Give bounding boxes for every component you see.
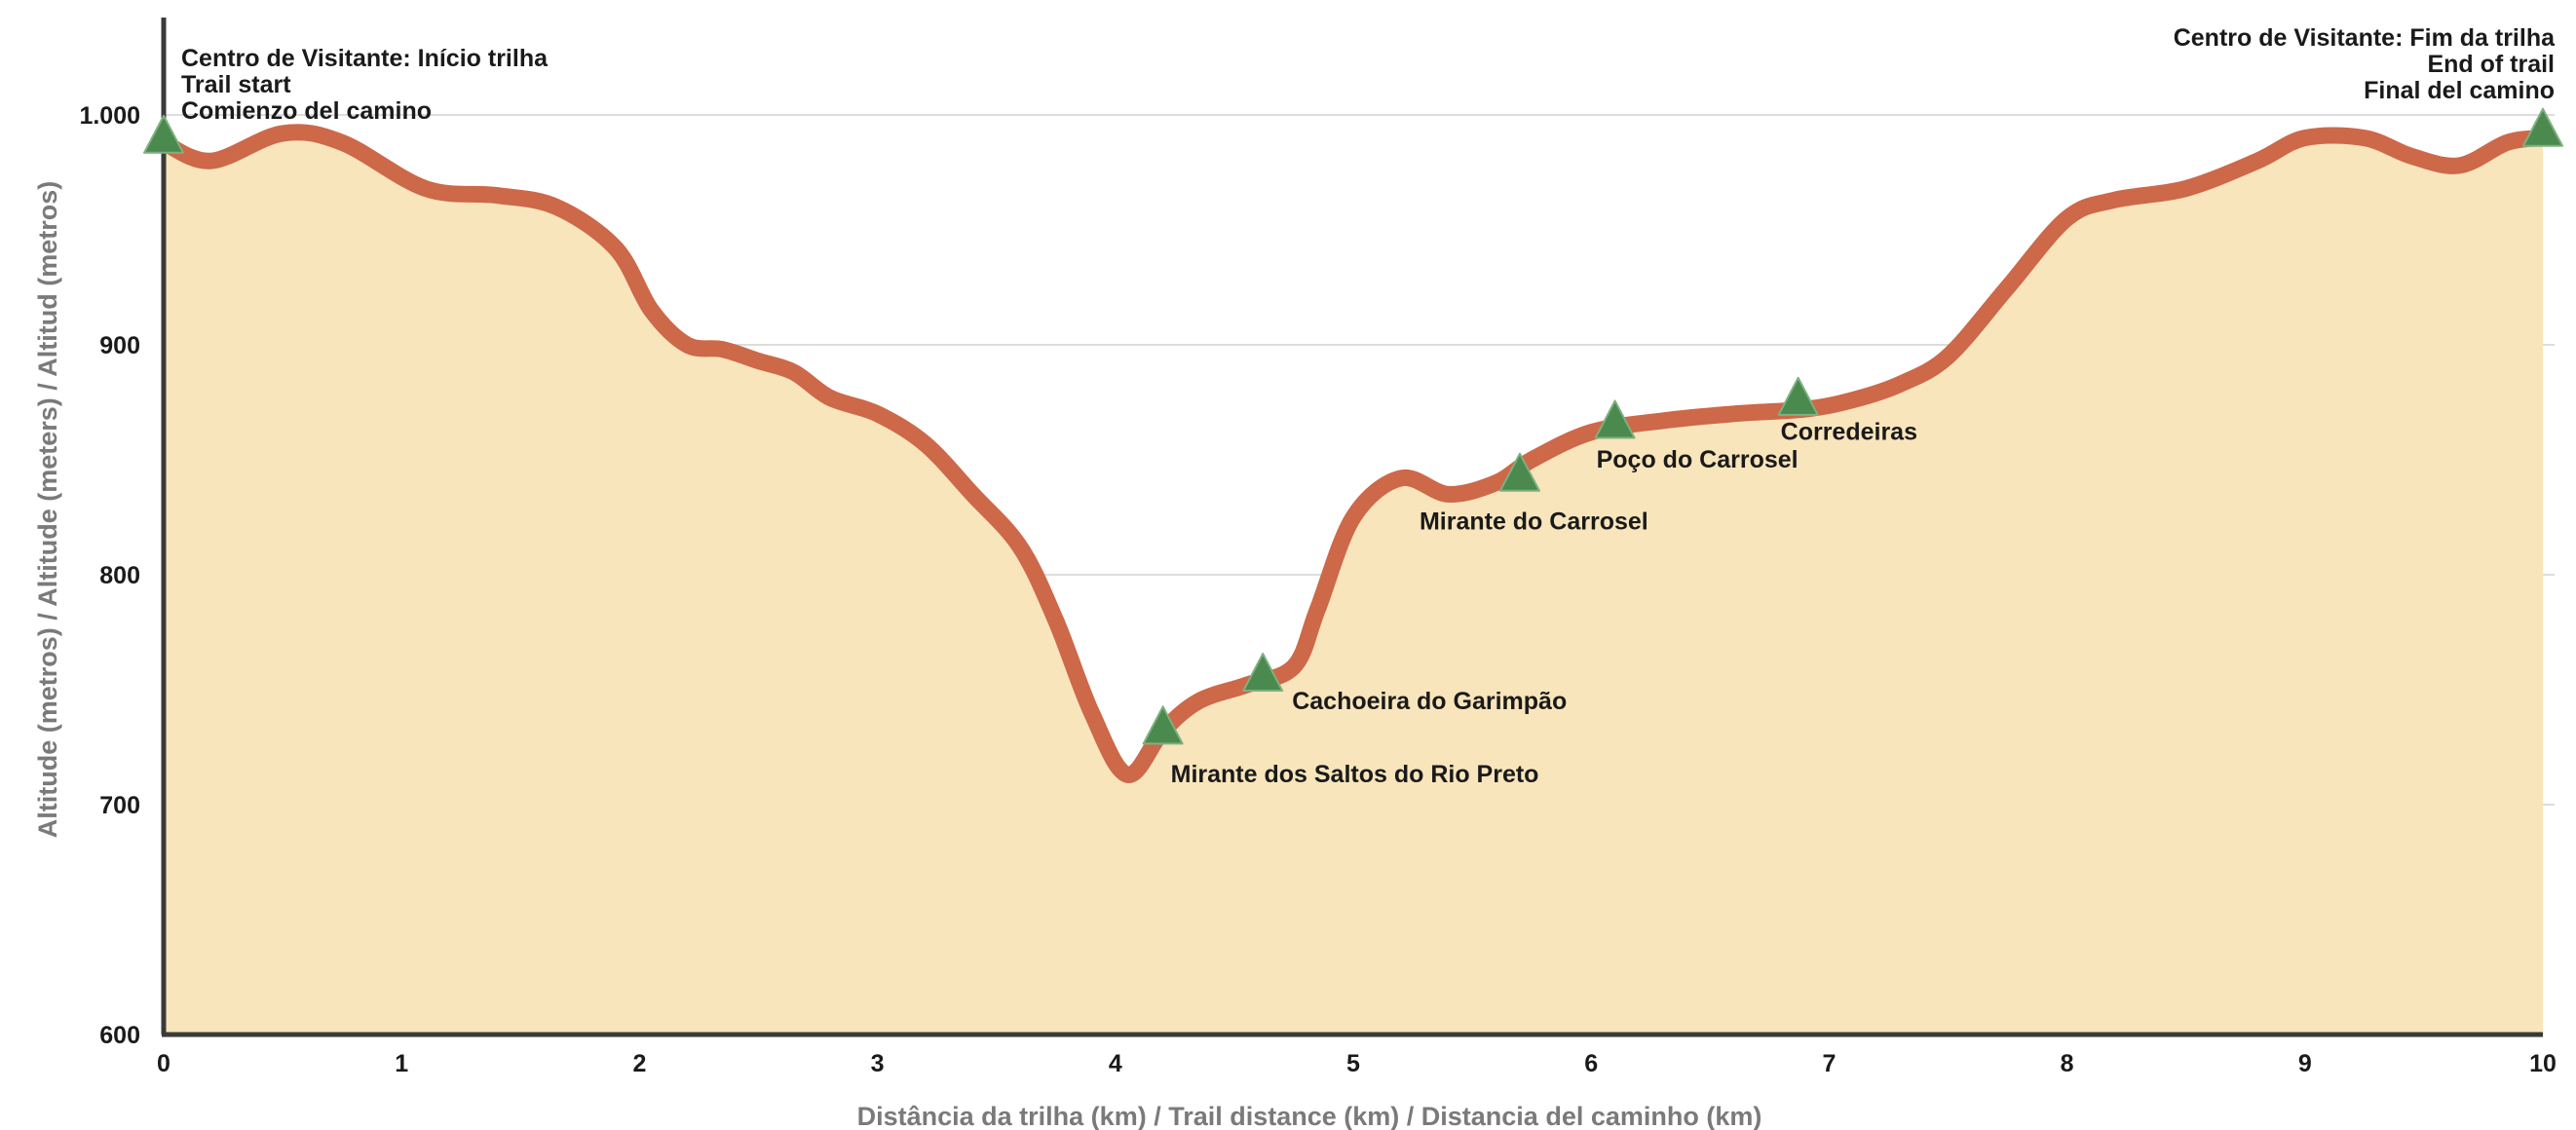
start-endpoint-label: Centro de Visitante: Início trilha bbox=[181, 45, 549, 72]
elevation-fill bbox=[164, 132, 2543, 1036]
x-tick-label: 10 bbox=[2529, 1050, 2557, 1077]
x-tick-label: 8 bbox=[2061, 1050, 2074, 1077]
trail-marker-icon bbox=[1242, 653, 1284, 693]
start-endpoint-label: Comienzo del camino bbox=[181, 97, 432, 125]
trail-marker-icon bbox=[2522, 107, 2563, 147]
trail-marker-icon bbox=[1142, 705, 1184, 745]
poi-label: Poço do Carrosel bbox=[1597, 446, 1799, 473]
trail-marker-icon bbox=[1777, 376, 1819, 416]
tick-labels: 0 1 2 3 4 5 6 7 8 9 10 600 700 800 900 1.000 bbox=[79, 102, 2556, 1077]
y-tick-label: 900 bbox=[99, 332, 140, 359]
y-axis-label: Altitude (metros) / Altitude (meters) / … bbox=[33, 181, 62, 839]
x-tick-label: 2 bbox=[632, 1050, 646, 1077]
x-tick-label: 9 bbox=[2298, 1050, 2312, 1077]
y-tick-label: 700 bbox=[99, 792, 140, 819]
x-tick-label: 4 bbox=[1109, 1050, 1122, 1077]
poi-labels: Mirante dos Saltos do Rio Preto Cachoeira… bbox=[181, 24, 2556, 788]
end-endpoint-label: Final del camino bbox=[2364, 77, 2555, 104]
x-tick-label: 3 bbox=[871, 1050, 885, 1077]
x-axis-label: Distância da trilha (km) / Trail distanc… bbox=[857, 1102, 1762, 1130]
poi-label: Cachoeira do Garimpão bbox=[1292, 688, 1567, 715]
trail-marker-icon bbox=[1594, 399, 1636, 439]
start-endpoint-label: Trail start bbox=[181, 71, 291, 98]
y-tick-label: 800 bbox=[99, 562, 140, 589]
elevation-area bbox=[164, 132, 2543, 1036]
end-endpoint-label: Centro de Visitante: Fim da trilha bbox=[2174, 24, 2556, 52]
y-tick-label: 600 bbox=[99, 1022, 140, 1049]
x-tick-label: 7 bbox=[1822, 1050, 1836, 1077]
x-tick-label: 6 bbox=[1584, 1050, 1598, 1077]
y-tick-label: 1.000 bbox=[79, 102, 140, 130]
axes bbox=[161, 18, 2543, 1037]
poi-label: Mirante do Carrosel bbox=[1420, 508, 1648, 536]
poi-markers bbox=[143, 107, 2563, 745]
x-tick-label: 0 bbox=[157, 1050, 170, 1077]
poi-label: Mirante dos Saltos do Rio Preto bbox=[1171, 761, 1539, 788]
trail-marker-icon bbox=[1498, 452, 1540, 492]
x-tick-label: 5 bbox=[1346, 1050, 1360, 1077]
end-endpoint-label: End of trail bbox=[2427, 51, 2555, 78]
elevation-curve bbox=[155, 124, 2552, 783]
trail-marker-icon bbox=[143, 114, 184, 154]
x-tick-label: 1 bbox=[395, 1050, 408, 1077]
poi-label: Corredeiras bbox=[1781, 419, 1917, 446]
elevation-line bbox=[155, 124, 2552, 783]
